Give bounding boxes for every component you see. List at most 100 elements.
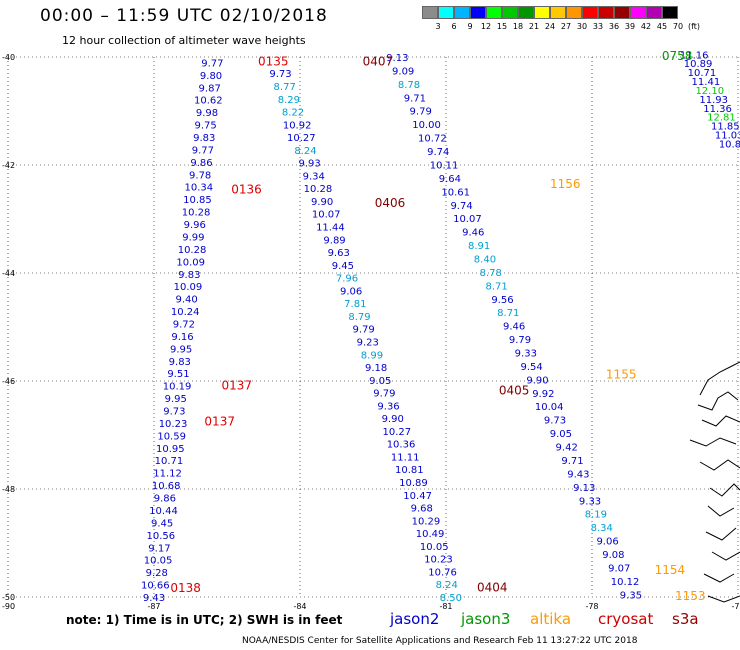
swh-value: 9.08: [602, 550, 624, 561]
swh-value: 10.07: [453, 214, 482, 225]
y-tick-label: -50: [2, 593, 15, 602]
swh-value: 10.19: [163, 382, 192, 393]
color-scale-label: 21: [528, 22, 540, 31]
swh-value: 9.43: [567, 469, 589, 480]
swh-value: 10.24: [171, 307, 200, 318]
pass-time-label: 0405: [499, 384, 530, 398]
page-title: 00:00 – 11:59 UTC 02/10/2018: [40, 6, 328, 26]
swh-value: 10.23: [424, 555, 453, 566]
swh-value: 9.46: [462, 228, 484, 239]
pass-time-label: 1156: [550, 177, 581, 191]
swh-value: 10.85: [183, 195, 212, 206]
swh-value: 9.33: [579, 496, 601, 507]
swh-value: 10.36: [387, 440, 416, 451]
swh-value: 9.79: [352, 325, 374, 336]
y-tick-label: -42: [2, 161, 15, 170]
x-tick-label: -78: [585, 602, 598, 611]
swh-value: 9.73: [269, 69, 291, 80]
swh-value: 10.89: [399, 478, 428, 489]
footer-note: note: 1) Time is in UTC; 2) SWH is in fe…: [66, 613, 343, 627]
swh-points: 9.779.809.8710.629.989.759.839.779.869.7…: [141, 50, 740, 604]
swh-value: 10.29: [412, 516, 441, 527]
swh-value: 10.59: [157, 431, 186, 442]
color-scale-labels: 3 6 9 12 15 18 21 24 27 30 33 36 39 42 45 70 (ft): [422, 22, 740, 34]
swh-value: 10.72: [418, 134, 447, 145]
color-scale-label: 24: [544, 22, 556, 31]
swh-value: 10.68: [152, 481, 181, 492]
color-scale-label: 27: [560, 22, 572, 31]
color-scale-swatch: [486, 6, 502, 19]
swh-value: 10.12: [611, 577, 640, 588]
swh-value: 10.82: [719, 139, 740, 150]
swh-value: 9.06: [596, 537, 618, 548]
pass-time-label: 0137: [221, 378, 252, 392]
swh-value: 9.75: [194, 121, 216, 132]
swh-value: 10.89: [684, 59, 713, 70]
swh-value: 10.04: [535, 402, 564, 413]
pass-time-label: 1153: [675, 589, 706, 603]
swh-value: 10.66: [141, 581, 170, 592]
swh-value: 8.78: [398, 80, 420, 91]
swh-value: 10.56: [146, 531, 175, 542]
color-scale-swatch: [662, 6, 678, 19]
swh-value: 11.11: [391, 452, 420, 463]
swh-value: 9.40: [175, 295, 197, 306]
color-scale-label: 15: [496, 22, 508, 31]
swh-value: 10.09: [176, 257, 205, 268]
color-scale-label: 70: [672, 22, 684, 31]
swh-value: 9.89: [323, 235, 345, 246]
swh-value: 9.96: [184, 220, 206, 231]
color-scale-swatch: [502, 6, 518, 19]
swh-value: 7.96: [336, 274, 358, 285]
color-scale: [422, 6, 678, 19]
swh-value: 9.07: [608, 563, 630, 574]
x-tick-label: -81: [439, 602, 452, 611]
color-scale-label: 36: [608, 22, 620, 31]
swh-value: 10.28: [304, 184, 333, 195]
corner-tick-label: -90: [2, 602, 15, 611]
pass-time-labels: 0135 0407 0136 0406 1156 0137 0137 0405 1155 1154…: [170, 49, 705, 603]
swh-value: 10.47: [403, 491, 432, 502]
swh-value: 9.35: [620, 590, 642, 601]
swh-value: 9.93: [298, 159, 320, 170]
pass-time-label: 0407: [363, 54, 394, 68]
swh-value: 9.83: [178, 270, 200, 281]
swh-value: 9.71: [561, 456, 583, 467]
swh-value: 10.09: [174, 282, 203, 293]
swh-value: 10.95: [156, 444, 185, 455]
swh-value: 10.07: [312, 210, 341, 221]
swh-value: 10.81: [395, 465, 424, 476]
swh-value: 8.71: [485, 281, 507, 292]
swh-value: 9.54: [521, 362, 543, 373]
color-scale-label: 6: [451, 22, 457, 31]
y-tick-label: -48: [2, 485, 15, 494]
swh-value: 9.86: [154, 494, 176, 505]
swh-value: 8.40: [474, 254, 496, 265]
color-scale-label: 45: [656, 22, 668, 31]
swh-value: 11.16: [680, 50, 709, 61]
swh-value: 9.77: [192, 145, 214, 156]
pass-time-label: 0137: [204, 415, 235, 429]
color-scale-swatch: [470, 6, 486, 19]
color-scale-swatch: [454, 6, 470, 19]
pass-time-label: 0136: [231, 182, 262, 196]
swh-value: 11.03: [715, 130, 740, 141]
swh-value: 9.74: [427, 147, 449, 158]
swh-value: 9.43: [143, 593, 165, 604]
color-scale-label: 33: [592, 22, 604, 31]
swh-value: 9.45: [151, 518, 173, 529]
swh-value: 9.09: [392, 66, 414, 77]
swh-value: 9.16: [171, 332, 193, 343]
swh-value: 9.90: [382, 414, 404, 425]
swh-value: 8.91: [468, 241, 490, 252]
color-scale-label: 18: [512, 22, 524, 31]
swh-value: 10.61: [441, 187, 470, 198]
swh-value: 7.81: [344, 299, 366, 310]
swh-value: 11.85: [711, 122, 740, 133]
pass-time-label: 0406: [375, 196, 406, 210]
swh-value: 10.27: [287, 133, 316, 144]
color-scale-label: 3: [435, 22, 441, 31]
color-scale-label: 39: [624, 22, 636, 31]
swh-value: 10.71: [688, 68, 717, 79]
